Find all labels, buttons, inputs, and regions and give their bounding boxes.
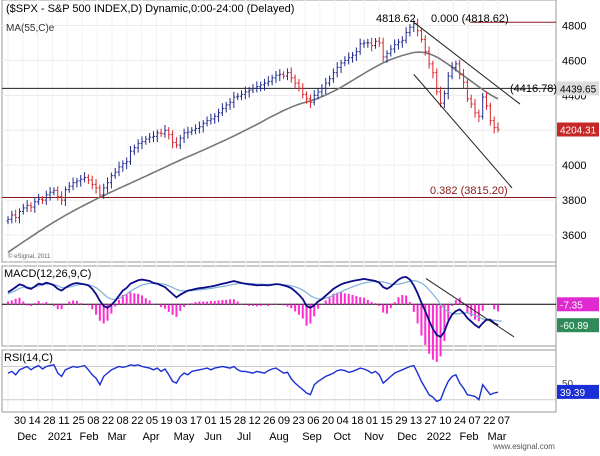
x-tick-label: 08 [117, 415, 129, 427]
x-tick-label: 11 [58, 415, 69, 427]
x-month-label: Dec [17, 431, 37, 443]
x-month-label: Apr [142, 431, 159, 443]
x-tick-label: 01 [366, 415, 378, 427]
channel-upper-line [413, 21, 521, 105]
last-price-tag-bg [557, 122, 599, 137]
price-panel-frame [1, 0, 557, 263]
fib-382-label: 0.382 (3815.20) [430, 185, 508, 197]
x-tick-label: 29 [395, 415, 407, 427]
fib-level-label: (4416.78) [510, 83, 557, 95]
x-tick-label: 05 [146, 415, 158, 427]
macd-line [7, 275, 499, 339]
x-tick-label: 26 [263, 415, 275, 427]
x-month-label: Aug [269, 431, 289, 443]
x-tick-label: 08 [87, 415, 99, 427]
x-tick-label: 27 [425, 415, 437, 427]
x-tick-label: 23 [293, 415, 305, 427]
x-tick-label: 09 [278, 415, 290, 427]
x-tick-label: 12 [249, 415, 261, 427]
price-y-tick-label: 4600 [562, 55, 586, 67]
last-price-tag: 4204.31 [560, 126, 597, 137]
rsi-y-tick-label: 50 [562, 379, 574, 390]
watermark-label: © eSignal, 2011 [8, 253, 51, 260]
x-tick-label: 28 [234, 415, 246, 427]
x-month-label: Nov [364, 431, 384, 443]
macd-value-tag-bg [557, 318, 599, 333]
x-month-label: Feb [460, 431, 479, 443]
x-month-label: Oct [333, 431, 350, 443]
rsi-line [7, 364, 499, 403]
x-tick-label: 22 [102, 415, 114, 427]
footer-credit: www.esignal.com [492, 442, 555, 451]
x-month-label: Sep [302, 431, 322, 443]
x-tick-label: 15 [219, 415, 231, 427]
macd-panel-frame [1, 265, 557, 347]
x-tick-label: 14 [29, 415, 41, 427]
x-tick-label: 19 [161, 415, 173, 427]
ma-legend-label: MA(55,C)e [6, 23, 55, 34]
x-tick-label: 10 [439, 415, 451, 427]
x-tick-label: 18 [351, 415, 363, 427]
x-tick-label: 17 [190, 415, 202, 427]
macd-value-tag: -60.89 [560, 321, 589, 332]
x-month-label: 2021 [48, 431, 72, 443]
fib-0-label: 0.000 (4818.62) [431, 13, 509, 25]
resistance-price-tag-bg [557, 81, 599, 96]
x-tick-label: 22 [131, 415, 143, 427]
x-month-label: Feb [80, 431, 99, 443]
price-y-tick-label: 4000 [562, 160, 586, 172]
x-tick-label: 28 [43, 415, 55, 427]
rsi-value-tag: 39.39 [560, 388, 585, 399]
x-month-label: May [174, 431, 195, 443]
macd-hist-tag-bg [557, 297, 599, 312]
x-tick-label: 30 [14, 415, 26, 427]
x-tick-label: 15 [381, 415, 393, 427]
x-tick-label: 20 [322, 415, 334, 427]
x-tick-label: 13 [410, 415, 422, 427]
price-y-tick-label: 3800 [562, 195, 586, 207]
macd-hist-tag: -7.35 [560, 300, 583, 311]
x-month-label: Dec [397, 431, 417, 443]
macd-signal-line [7, 279, 502, 322]
price-y-tick-label: 4800 [562, 20, 586, 32]
x-tick-label: 24 [454, 415, 466, 427]
x-month-label: Mar [108, 431, 127, 443]
x-tick-label: 07 [469, 415, 481, 427]
macd-trend-line [425, 278, 515, 338]
x-tick-label: 22 [483, 415, 495, 427]
resistance-price-tag: 4439.65 [560, 84, 597, 95]
x-tick-label: 04 [337, 415, 349, 427]
x-month-label: Mar [488, 431, 507, 443]
x-month-label: Jun [204, 431, 222, 443]
x-tick-label: 01 [205, 415, 217, 427]
x-month-label: 2022 [427, 431, 451, 443]
channel-lower-line [413, 74, 513, 189]
price-y-tick-label: 3600 [562, 230, 586, 242]
rsi-panel-frame [1, 349, 557, 413]
x-tick-label: 03 [175, 415, 187, 427]
x-tick-label: 25 [73, 415, 85, 427]
ma-55-line [7, 51, 499, 254]
peak-price-label: 4818.62 [376, 13, 416, 25]
x-tick-label: 07 [498, 415, 510, 427]
macd-title: MACD(12,26,9,C) [4, 268, 91, 280]
x-tick-label: 06 [307, 415, 319, 427]
chart-title: ($SPX - S&P 500 INDEX,D) Dynamic,0:00-24… [6, 3, 294, 15]
rsi-title: RSI(14,C) [4, 352, 53, 364]
x-month-label: Jul [237, 431, 251, 443]
rsi-value-tag-bg [557, 384, 599, 399]
